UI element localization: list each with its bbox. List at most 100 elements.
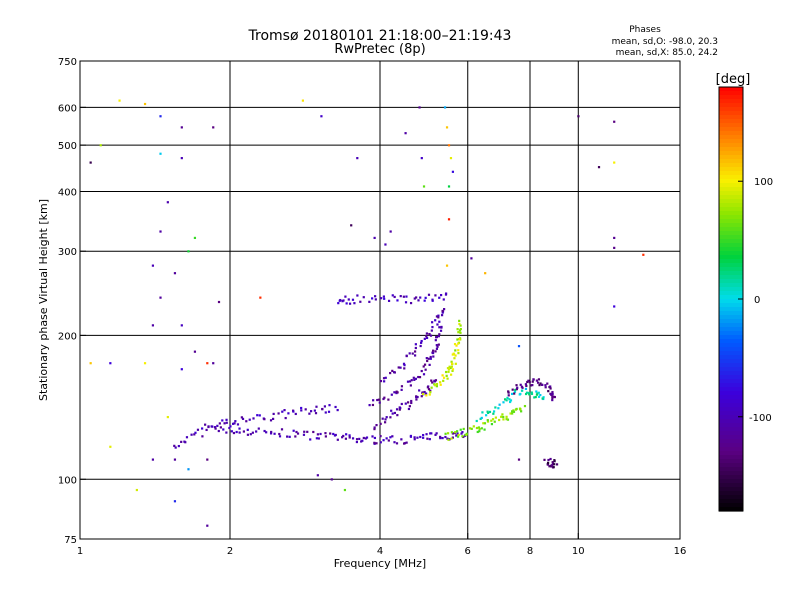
data-point bbox=[490, 419, 493, 422]
data-point bbox=[438, 296, 441, 299]
data-point bbox=[524, 383, 528, 386]
colorbar-segment bbox=[719, 119, 743, 124]
data-point bbox=[252, 417, 255, 420]
colorbar-segment bbox=[719, 263, 743, 268]
data-point bbox=[429, 334, 433, 337]
data-point bbox=[454, 354, 457, 357]
data-point bbox=[135, 488, 138, 492]
data-point bbox=[534, 395, 537, 399]
stats-heading: Phases bbox=[629, 25, 661, 35]
data-point bbox=[391, 412, 394, 415]
data-point bbox=[542, 396, 545, 399]
data-point bbox=[403, 367, 406, 370]
data-point bbox=[446, 367, 450, 370]
data-point bbox=[437, 335, 440, 338]
data-point bbox=[446, 432, 450, 435]
data-point bbox=[484, 272, 487, 275]
data-point bbox=[375, 423, 378, 427]
colorbar-segment bbox=[719, 503, 743, 508]
data-point bbox=[531, 384, 534, 387]
data-point bbox=[459, 338, 462, 341]
colorbar-segment bbox=[719, 271, 743, 276]
data-point bbox=[535, 390, 538, 393]
data-point bbox=[151, 324, 155, 327]
data-point bbox=[529, 384, 533, 387]
data-point bbox=[519, 383, 522, 386]
data-point bbox=[313, 409, 316, 412]
data-point bbox=[437, 314, 440, 317]
data-point bbox=[551, 461, 554, 464]
data-point bbox=[246, 428, 249, 431]
data-point bbox=[235, 430, 238, 434]
data-point bbox=[416, 436, 419, 439]
data-point bbox=[316, 474, 319, 477]
colorbar-segment bbox=[719, 359, 743, 364]
colorbar-segment bbox=[719, 203, 743, 208]
data-point bbox=[217, 300, 221, 304]
data-point bbox=[422, 433, 425, 437]
data-point bbox=[428, 363, 431, 366]
data-point bbox=[211, 425, 214, 428]
data-point bbox=[410, 401, 413, 405]
stats-line-o: mean, sd,O: -98.0, 20.3 bbox=[612, 37, 718, 47]
stats-line-x: mean, sd,X: 85.0, 24.2 bbox=[616, 48, 718, 58]
data-point bbox=[219, 426, 222, 429]
data-point bbox=[478, 430, 481, 433]
data-point bbox=[278, 435, 282, 438]
data-point bbox=[317, 437, 320, 440]
data-point bbox=[391, 435, 394, 438]
data-point bbox=[452, 352, 455, 355]
y-tick-label: 200 bbox=[58, 331, 77, 342]
data-point bbox=[413, 436, 416, 439]
data-point bbox=[419, 296, 422, 299]
data-point bbox=[233, 422, 236, 425]
data-point bbox=[344, 437, 348, 440]
data-point bbox=[483, 428, 486, 431]
data-point bbox=[429, 355, 432, 359]
data-point bbox=[143, 362, 147, 365]
data-point bbox=[412, 376, 415, 379]
data-point bbox=[430, 386, 433, 389]
colorbar-segment bbox=[719, 171, 743, 176]
data-point bbox=[420, 369, 423, 373]
data-point bbox=[406, 401, 410, 404]
data-point bbox=[109, 362, 112, 365]
data-point bbox=[461, 435, 464, 438]
data-point bbox=[229, 425, 232, 428]
data-point bbox=[550, 465, 553, 468]
data-point bbox=[414, 377, 417, 380]
data-point bbox=[427, 293, 431, 296]
data-point bbox=[356, 157, 359, 160]
colorbar-segment bbox=[719, 223, 743, 228]
data-point bbox=[536, 381, 540, 384]
data-point bbox=[446, 437, 449, 440]
y-tick-label: 400 bbox=[58, 187, 77, 198]
data-point bbox=[549, 457, 552, 461]
data-point bbox=[419, 344, 422, 348]
data-point bbox=[454, 349, 457, 352]
data-point bbox=[173, 272, 177, 275]
data-point bbox=[424, 368, 427, 371]
y-tick-label: 500 bbox=[58, 141, 77, 152]
colorbar-segment bbox=[719, 235, 743, 240]
colorbar-segment bbox=[719, 183, 743, 188]
data-point bbox=[479, 417, 482, 421]
data-point bbox=[385, 437, 388, 440]
colorbar-segment bbox=[719, 283, 743, 288]
data-point bbox=[355, 438, 359, 441]
data-point bbox=[393, 295, 396, 299]
data-point bbox=[520, 389, 524, 392]
colorbar-segment bbox=[719, 411, 743, 416]
data-point bbox=[423, 337, 426, 340]
data-point bbox=[430, 379, 433, 382]
colorbar-segment bbox=[719, 335, 743, 340]
data-point bbox=[377, 398, 381, 401]
data-point bbox=[411, 352, 414, 355]
data-point bbox=[365, 436, 369, 439]
data-point bbox=[422, 373, 426, 376]
data-point bbox=[159, 152, 162, 155]
data-point bbox=[551, 391, 554, 394]
data-point bbox=[450, 362, 454, 365]
colorbar-segment bbox=[719, 331, 743, 336]
data-point bbox=[507, 394, 510, 397]
